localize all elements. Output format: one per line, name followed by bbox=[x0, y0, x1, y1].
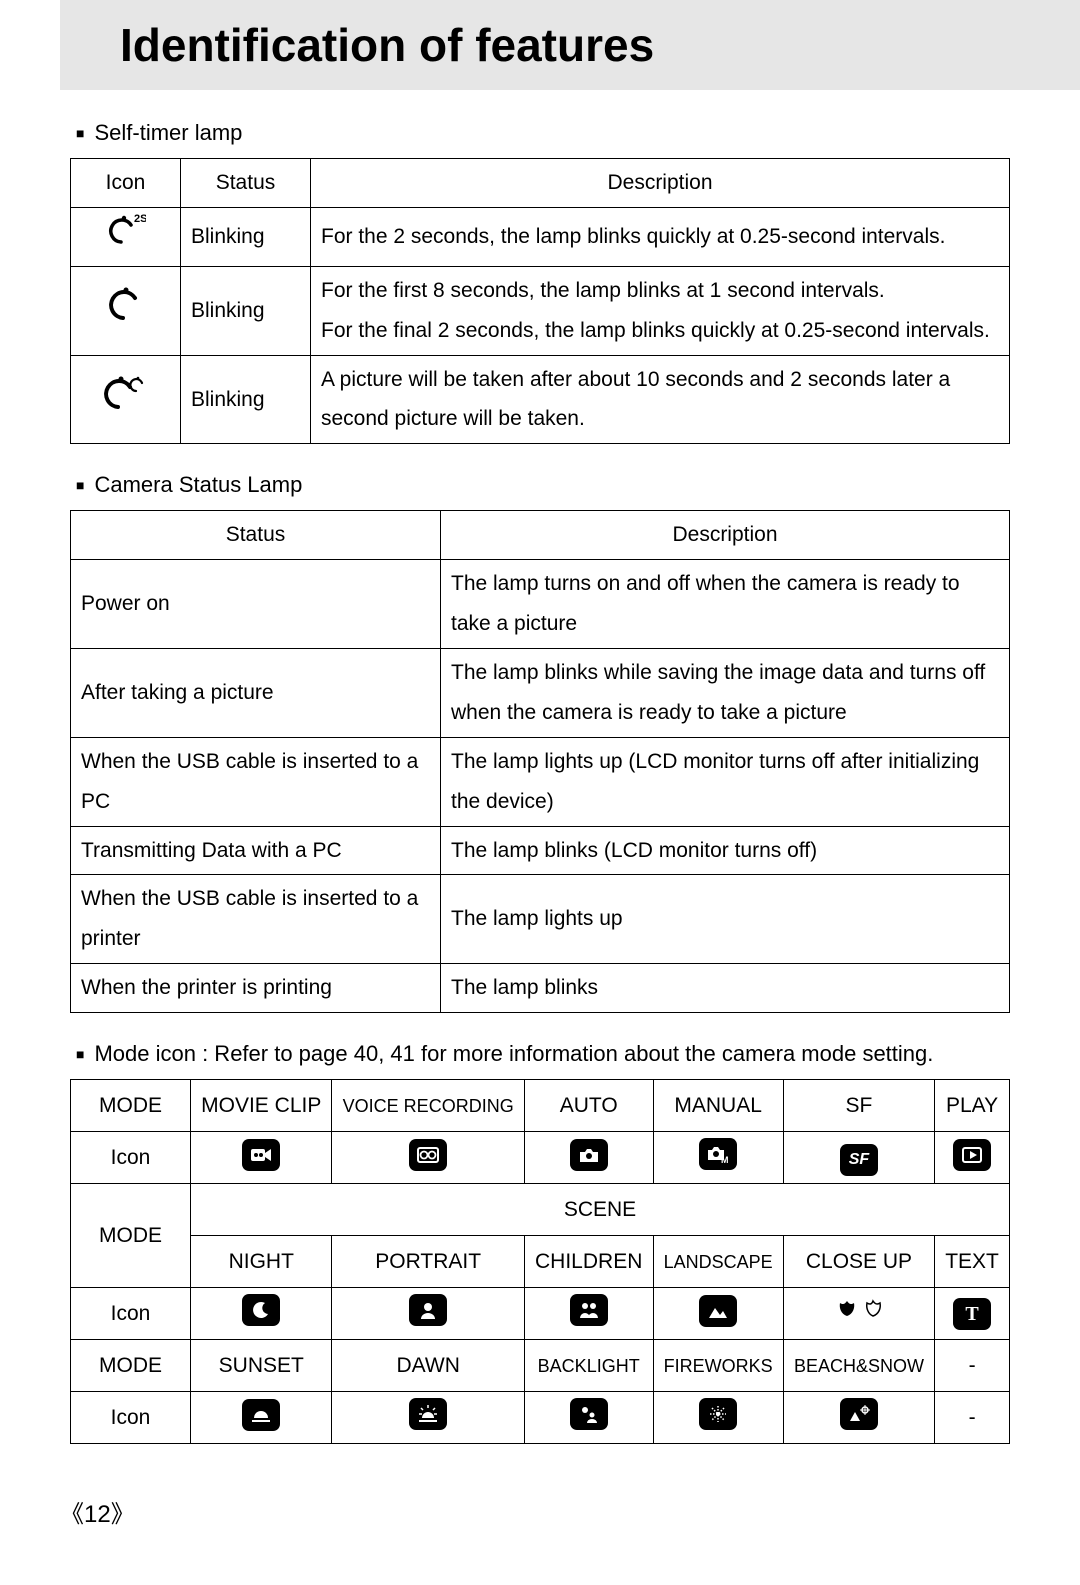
fireworks-icon bbox=[699, 1398, 737, 1430]
table-row: NIGHT PORTRAIT CHILDREN LANDSCAPE CLOSE … bbox=[71, 1236, 1010, 1288]
landscape-icon bbox=[699, 1295, 737, 1327]
mode-cell: BEACH&SNOW bbox=[783, 1340, 934, 1392]
mode-cell: PORTRAIT bbox=[332, 1236, 524, 1288]
auto-icon bbox=[570, 1139, 608, 1171]
mode-cell: SF bbox=[783, 1080, 934, 1132]
cell-description: For the 2 seconds, the lamp blinks quick… bbox=[311, 207, 1010, 266]
mode-cell: BACKLIGHT bbox=[524, 1340, 653, 1392]
table-row: Blinking A picture will be taken after a… bbox=[71, 355, 1010, 444]
play-icon bbox=[953, 1139, 991, 1171]
row-label-mode: MODE bbox=[71, 1080, 191, 1132]
table-row: When the printer is printingThe lamp bli… bbox=[71, 964, 1010, 1013]
self-timer-table: Icon Status Description 2S Blinking For … bbox=[70, 158, 1010, 444]
cell-status: Transmitting Data with a PC bbox=[71, 826, 441, 875]
page-title: Identification of features bbox=[120, 18, 1080, 72]
manual-icon: M bbox=[699, 1138, 737, 1170]
timer-double-icon bbox=[103, 373, 149, 427]
mode-cell: - bbox=[935, 1340, 1010, 1392]
table-row: MODE MOVIE CLIP VOICE RECORDING AUTO MAN… bbox=[71, 1080, 1010, 1132]
table-row: Transmitting Data with a PCThe lamp blin… bbox=[71, 826, 1010, 875]
table-row: Power onThe lamp turns on and off when t… bbox=[71, 560, 1010, 649]
table-row: When the USB cable is inserted to a prin… bbox=[71, 875, 1010, 964]
cell-status: Blinking bbox=[181, 266, 311, 355]
col-header-status: Status bbox=[71, 511, 441, 560]
svg-text:2S: 2S bbox=[134, 213, 146, 225]
mode-cell: LANDSCAPE bbox=[653, 1236, 783, 1288]
movie-clip-icon bbox=[242, 1139, 280, 1171]
cell-description: The lamp blinks (LCD monitor turns off) bbox=[441, 826, 1010, 875]
sunset-icon bbox=[242, 1399, 280, 1431]
mode-cell-empty: - bbox=[935, 1392, 1010, 1444]
mode-cell: VOICE RECORDING bbox=[332, 1080, 524, 1132]
section-heading-mode-icons: Mode icon : Refer to page 40, 41 for mor… bbox=[76, 1041, 1010, 1067]
svg-text:M: M bbox=[721, 1155, 729, 1164]
table-row: Icon - bbox=[71, 1392, 1010, 1444]
table-row: When the USB cable is inserted to a PCTh… bbox=[71, 737, 1010, 826]
cell-status: Blinking bbox=[181, 355, 311, 444]
col-header-description: Description bbox=[311, 159, 1010, 208]
cell-status: Power on bbox=[71, 560, 441, 649]
cell-description: The lamp blinks bbox=[441, 964, 1010, 1013]
table-row: MODE SCENE bbox=[71, 1184, 1010, 1236]
timer-10s-icon bbox=[106, 284, 146, 338]
text-icon: T bbox=[953, 1298, 991, 1330]
row-label-mode: MODE bbox=[71, 1340, 191, 1392]
mode-cell: AUTO bbox=[524, 1080, 653, 1132]
table-row: After taking a pictureThe lamp blinks wh… bbox=[71, 649, 1010, 738]
row-label-mode: MODE bbox=[71, 1184, 191, 1288]
page-title-band: Identification of features bbox=[60, 0, 1080, 90]
mode-cell: DAWN bbox=[332, 1340, 524, 1392]
beach-snow-icon bbox=[840, 1398, 878, 1430]
row-label-icon: Icon bbox=[71, 1392, 191, 1444]
voice-recording-icon bbox=[409, 1139, 447, 1171]
col-header-icon: Icon bbox=[71, 159, 181, 208]
backlight-icon bbox=[570, 1398, 608, 1430]
table-row: 2S Blinking For the 2 seconds, the lamp … bbox=[71, 207, 1010, 266]
mode-cell: SUNSET bbox=[191, 1340, 332, 1392]
table-row: Icon M SF bbox=[71, 1132, 1010, 1184]
dawn-icon bbox=[409, 1398, 447, 1430]
row-label-icon: Icon bbox=[71, 1132, 191, 1184]
closeup-icon bbox=[834, 1296, 884, 1320]
cell-status: Blinking bbox=[181, 207, 311, 266]
mode-cell: TEXT bbox=[935, 1236, 1010, 1288]
mode-icons-table: MODE MOVIE CLIP VOICE RECORDING AUTO MAN… bbox=[70, 1079, 1010, 1444]
cell-description: The lamp blinks while saving the image d… bbox=[441, 649, 1010, 738]
table-row: Blinking For the first 8 seconds, the la… bbox=[71, 266, 1010, 355]
col-header-status: Status bbox=[181, 159, 311, 208]
cell-description: The lamp lights up (LCD monitor turns of… bbox=[441, 737, 1010, 826]
cell-description: The lamp turns on and off when the camer… bbox=[441, 560, 1010, 649]
camera-status-table: Status Description Power onThe lamp turn… bbox=[70, 510, 1010, 1013]
portrait-icon bbox=[409, 1294, 447, 1326]
row-label-icon: Icon bbox=[71, 1288, 191, 1340]
section-heading-self-timer: Self-timer lamp bbox=[76, 120, 1010, 146]
mode-cell: MANUAL bbox=[653, 1080, 783, 1132]
cell-description: A picture will be taken after about 10 s… bbox=[311, 355, 1010, 444]
scene-header: SCENE bbox=[191, 1184, 1010, 1236]
cell-status: After taking a picture bbox=[71, 649, 441, 738]
cell-description: The lamp lights up bbox=[441, 875, 1010, 964]
table-row: Icon T bbox=[71, 1288, 1010, 1340]
night-icon bbox=[242, 1294, 280, 1326]
mode-cell: FIREWORKS bbox=[653, 1340, 783, 1392]
mode-cell: CHILDREN bbox=[524, 1236, 653, 1288]
mode-cell: PLAY bbox=[935, 1080, 1010, 1132]
cell-status: When the USB cable is inserted to a PC bbox=[71, 737, 441, 826]
children-icon bbox=[570, 1294, 608, 1326]
mode-cell: CLOSE UP bbox=[783, 1236, 934, 1288]
mode-cell: NIGHT bbox=[191, 1236, 332, 1288]
col-header-description: Description bbox=[441, 511, 1010, 560]
table-row: MODE SUNSET DAWN BACKLIGHT FIREWORKS BEA… bbox=[71, 1340, 1010, 1392]
cell-status: When the USB cable is inserted to a prin… bbox=[71, 875, 441, 964]
page-number: 《12》 bbox=[0, 1494, 1080, 1529]
section-heading-camera-status: Camera Status Lamp bbox=[76, 472, 1010, 498]
sf-icon: SF bbox=[840, 1144, 878, 1176]
cell-status: When the printer is printing bbox=[71, 964, 441, 1013]
mode-cell: MOVIE CLIP bbox=[191, 1080, 332, 1132]
cell-description: For the first 8 seconds, the lamp blinks… bbox=[311, 266, 1010, 355]
timer-2s-icon: 2S bbox=[106, 212, 146, 262]
